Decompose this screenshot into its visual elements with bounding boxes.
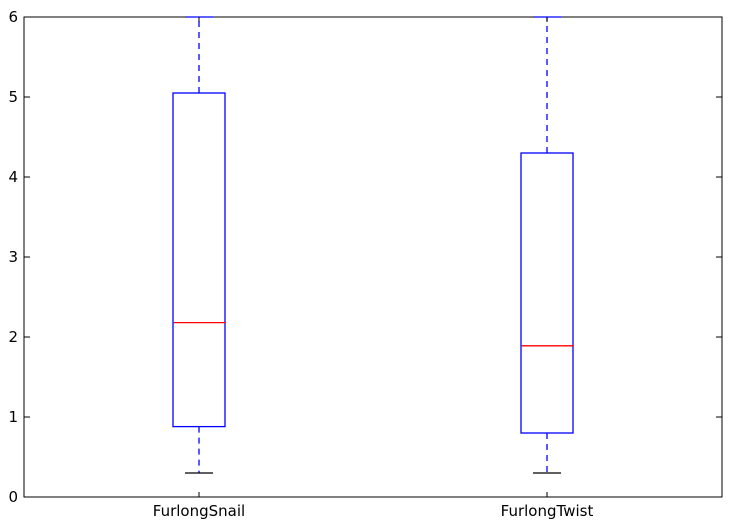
y-tick-label: 5 <box>8 88 18 106</box>
y-tick-label: 4 <box>8 168 18 186</box>
y-tick-label: 0 <box>8 488 18 506</box>
y-tick-label: 3 <box>8 248 18 266</box>
plot-area <box>23 16 723 498</box>
box-group-furlongsnail <box>172 16 226 474</box>
y-tick-label: 2 <box>8 328 18 346</box>
y-tick-label: 6 <box>8 8 18 26</box>
box-group-furlongtwist <box>520 16 574 474</box>
x-tick-label: FurlongTwist <box>501 502 594 520</box>
y-tick-label: 1 <box>8 408 18 426</box>
iqr-box <box>172 92 226 428</box>
x-tick-label: FurlongSnail <box>153 502 245 520</box>
iqr-box <box>520 152 574 434</box>
